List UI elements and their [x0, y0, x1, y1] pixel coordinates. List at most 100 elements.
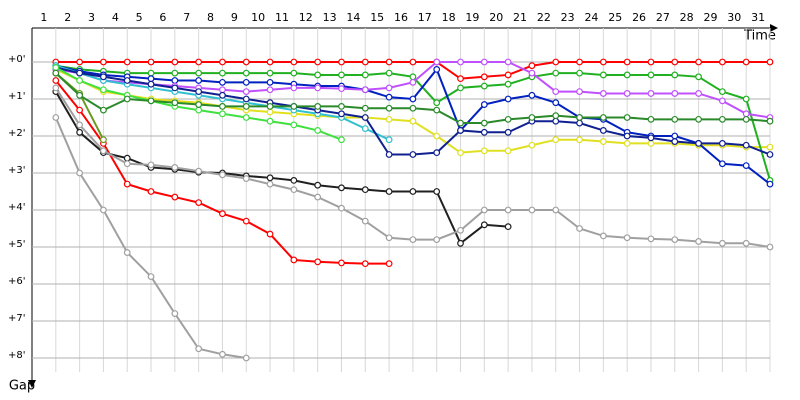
data-point — [52, 69, 60, 77]
data-point — [123, 249, 131, 256]
data-point — [361, 217, 369, 225]
data-point — [100, 58, 107, 66]
x-axis-label: Time — [743, 29, 776, 44]
data-point — [742, 141, 750, 149]
data-point — [457, 149, 464, 157]
data-point — [409, 78, 417, 86]
x-tick-label: 27 — [656, 11, 670, 24]
data-point — [576, 69, 583, 77]
data-point — [433, 99, 441, 107]
data-point — [385, 136, 393, 144]
data-point — [290, 69, 298, 77]
data-point — [147, 69, 155, 77]
data-point — [338, 71, 345, 79]
data-point — [480, 119, 488, 127]
data-point — [242, 354, 250, 362]
data-point — [266, 58, 274, 66]
data-point — [219, 171, 226, 179]
data-point — [576, 114, 583, 121]
data-point — [123, 95, 131, 103]
x-tick-label: 28 — [680, 11, 694, 24]
x-tick-label: 13 — [323, 11, 337, 24]
data-point — [409, 188, 417, 195]
data-point — [314, 193, 322, 201]
data-point — [528, 206, 536, 214]
data-point — [385, 188, 393, 195]
data-point — [504, 95, 512, 103]
data-point — [147, 75, 155, 83]
data-point — [647, 134, 655, 142]
data-point — [123, 154, 131, 162]
data-point — [314, 127, 322, 134]
data-point — [76, 91, 84, 99]
data-point — [266, 117, 274, 125]
x-tick-label: 3 — [88, 11, 95, 24]
data-point — [742, 110, 750, 118]
y-tick-label: +3' — [8, 165, 26, 176]
data-point — [742, 115, 750, 123]
data-point — [361, 125, 369, 133]
y-tick-label: +6' — [8, 276, 26, 287]
data-point — [242, 102, 250, 110]
data-point — [171, 58, 179, 66]
data-point — [695, 238, 702, 245]
data-point — [76, 69, 84, 77]
data-point — [195, 69, 203, 77]
data-point — [695, 73, 702, 81]
data-point — [695, 58, 702, 66]
data-point — [76, 121, 84, 129]
data-point — [195, 77, 203, 84]
data-point — [480, 82, 488, 90]
data-point — [433, 58, 441, 66]
x-tick-label: 5 — [136, 11, 143, 24]
x-tick-label: 26 — [632, 11, 646, 24]
data-point — [242, 95, 250, 103]
data-point — [695, 115, 702, 123]
data-point — [361, 86, 369, 94]
data-point — [576, 58, 583, 66]
data-point — [599, 90, 607, 97]
data-point — [718, 58, 726, 66]
data-point — [266, 69, 274, 77]
y-tick-label: +0' — [8, 54, 26, 65]
y-arrow — [28, 380, 36, 388]
x-tick-label: 11 — [275, 11, 289, 24]
data-point — [742, 58, 750, 66]
data-point — [528, 91, 536, 99]
data-point — [766, 151, 774, 158]
data-point — [599, 127, 607, 134]
data-point — [266, 78, 274, 86]
data-point — [100, 147, 107, 155]
data-point — [480, 101, 488, 108]
x-tick-label: 20 — [489, 11, 503, 24]
data-point — [242, 175, 250, 182]
data-point — [123, 77, 131, 84]
data-point — [338, 102, 345, 110]
y-tick-label: +7' — [8, 313, 26, 324]
data-point — [171, 164, 179, 171]
data-point — [409, 58, 417, 66]
data-point — [742, 162, 750, 170]
data-point — [266, 102, 274, 110]
data-point — [219, 86, 226, 94]
data-point — [52, 114, 60, 121]
data-point — [266, 180, 274, 188]
data-point — [52, 77, 60, 84]
data-point — [100, 73, 107, 81]
y-tick-label: +4' — [8, 202, 26, 213]
data-point — [195, 88, 203, 95]
data-point — [290, 121, 298, 129]
data-point — [528, 114, 536, 121]
data-point — [552, 69, 560, 77]
x-tick-label: 9 — [231, 11, 238, 24]
data-point — [671, 138, 679, 145]
data-point — [242, 78, 250, 86]
data-point — [242, 69, 250, 77]
data-point — [480, 58, 488, 66]
data-point — [338, 184, 345, 192]
x-tick-label: 30 — [727, 11, 741, 24]
y-tick-label: +2' — [8, 128, 26, 139]
data-point — [457, 239, 464, 247]
data-point — [552, 58, 560, 66]
